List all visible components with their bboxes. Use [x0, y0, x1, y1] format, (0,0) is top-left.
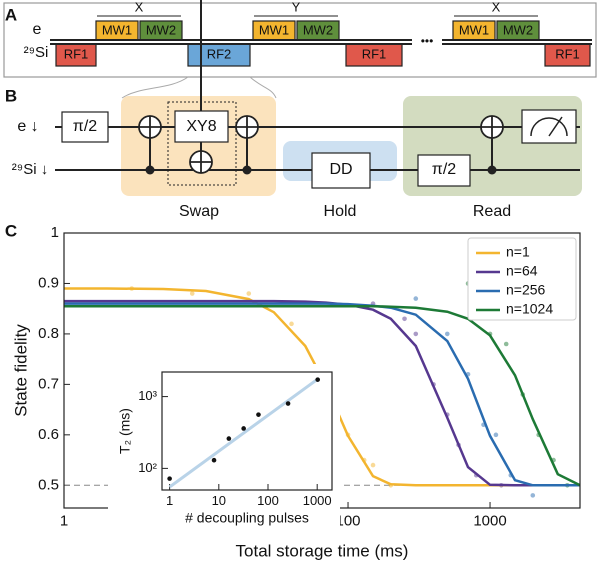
measure-gate — [521, 109, 577, 144]
label: XY8 — [186, 118, 216, 135]
data-point — [444, 331, 450, 337]
inset-frame — [161, 371, 333, 491]
label: C — [5, 221, 17, 240]
cnot-control — [242, 165, 252, 175]
label: RF2 — [207, 46, 232, 61]
label: MW1 — [102, 22, 132, 37]
data-point — [530, 493, 536, 498]
cnot-control — [487, 165, 497, 175]
label: π/2 — [432, 161, 456, 178]
inset-fit — [168, 377, 319, 489]
gate — [61, 111, 109, 143]
inset-point — [226, 436, 232, 441]
label: Y — [292, 0, 301, 14]
label: ••• — [421, 34, 434, 48]
inset-point — [241, 426, 246, 431]
label: 100 — [257, 493, 279, 508]
inset-point — [167, 476, 172, 481]
gate — [174, 110, 229, 143]
label: Total storage time (ms) — [236, 541, 409, 560]
data-point — [289, 321, 294, 327]
label: MW2 — [303, 22, 333, 37]
label: B — [5, 86, 17, 105]
label: 0.6 — [38, 426, 59, 443]
label: DD — [329, 161, 352, 178]
inset-point — [256, 412, 261, 417]
label: n=1 — [506, 244, 530, 260]
fit-curve — [64, 304, 581, 487]
label: 1 — [51, 224, 59, 241]
fit-curve — [64, 299, 580, 487]
gate — [417, 154, 471, 187]
label: RF1 — [555, 46, 580, 61]
label: ²⁹Si — [24, 44, 49, 61]
gate — [311, 152, 371, 189]
label: 1000 — [473, 512, 506, 529]
label: n=1024 — [506, 301, 553, 317]
label: 1 — [166, 493, 173, 508]
data-point — [402, 316, 407, 322]
label: 0.5 — [38, 476, 59, 493]
data-point — [370, 462, 376, 468]
label: 1000 — [303, 493, 332, 508]
label: 10³ — [138, 388, 157, 403]
label: A — [5, 5, 17, 24]
label: e — [33, 21, 42, 38]
label: T₂ (ms) — [117, 408, 133, 454]
label: Read — [473, 203, 511, 220]
inset-point — [285, 401, 291, 406]
label: MW2 — [503, 22, 533, 37]
label: 10 — [212, 493, 226, 508]
cnot-control — [145, 165, 155, 175]
label: 0.9 — [38, 274, 59, 291]
label: MW2 — [146, 22, 176, 37]
label: n=256 — [506, 282, 546, 298]
meter-arc — [530, 117, 568, 137]
label: π/2 — [73, 118, 97, 135]
label: ²⁹Si ↓ — [12, 161, 48, 178]
label: State fidelity — [11, 324, 30, 417]
legend-box — [467, 237, 577, 321]
label: Swap — [179, 203, 219, 220]
label: 1 — [60, 512, 68, 529]
inset-point — [211, 457, 217, 463]
zoom-connector — [121, 76, 189, 99]
label: RF1 — [64, 46, 89, 61]
label: MW1 — [459, 22, 489, 37]
label: RF1 — [362, 46, 387, 61]
label: 10² — [138, 460, 157, 475]
label: n=64 — [506, 263, 538, 279]
label: 100 — [336, 512, 361, 529]
data-point — [413, 331, 419, 337]
data-point — [189, 291, 195, 296]
data-point — [503, 341, 509, 347]
label: Hold — [324, 203, 357, 220]
data-point — [413, 296, 419, 301]
label: MW1 — [259, 22, 289, 37]
label: X — [492, 0, 501, 14]
label: e ↓ — [17, 118, 38, 135]
data-point — [493, 432, 499, 438]
label: # decoupling pulses — [185, 510, 309, 526]
panel-a-frame — [3, 2, 597, 78]
label: 0.7 — [38, 375, 59, 392]
label: 0.8 — [38, 325, 59, 342]
data-point — [246, 291, 252, 296]
label: X — [135, 0, 144, 14]
meter-needle — [548, 116, 563, 137]
inset-point — [315, 377, 320, 382]
zoom-connector — [249, 76, 277, 99]
